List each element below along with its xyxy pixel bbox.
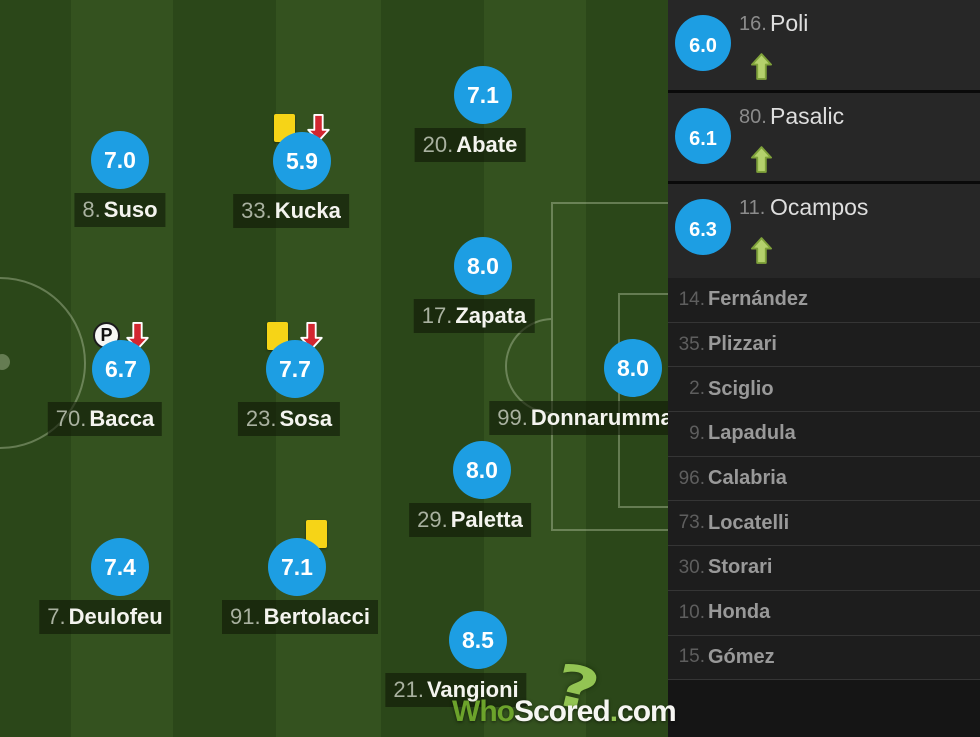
player-shirt-number: 17. xyxy=(421,303,453,328)
football-pitch: 7.0 8. Suso 5.9 33. Kucka 7.1 20. Abate P 6.7 70. Ba… xyxy=(0,0,668,737)
player-name-label[interactable]: 33. Kucka xyxy=(233,194,349,228)
bench-player-name: Plizzari xyxy=(708,333,777,356)
player-rating-circle[interactable]: 6.7 xyxy=(92,340,150,398)
bench-shirt-number: 14. xyxy=(678,288,705,310)
player-shirt-number: 20. xyxy=(422,132,454,157)
player-name-label[interactable]: 99. Donnarumma xyxy=(489,401,668,435)
bench-row-storari[interactable]: 30. Storari xyxy=(668,546,980,591)
centre-spot xyxy=(0,354,10,370)
sub-player-name: Pasalic xyxy=(770,103,845,129)
player-name-label[interactable]: 7. Deulofeu xyxy=(39,600,171,634)
sub-card-poli[interactable]: 6.0 16. Poli xyxy=(668,0,980,90)
bench-player-name: Honda xyxy=(708,601,771,624)
player-name: Abate xyxy=(456,132,518,157)
player-name: Deulofeu xyxy=(68,604,163,629)
player-name-label[interactable]: 29. Paletta xyxy=(409,503,531,537)
player-rating-circle[interactable]: 5.9 xyxy=(273,132,331,190)
player-name-label[interactable]: 70. Bacca xyxy=(47,402,163,436)
bench-row-locatelli[interactable]: 73. Locatelli xyxy=(668,501,980,547)
bench-player-name: Sciglio xyxy=(708,377,774,400)
player-shirt-number: 91. xyxy=(230,604,261,629)
bench-row-lapadula[interactable]: 9. Lapadula xyxy=(668,412,980,457)
bench-shirt-number: 15. xyxy=(678,646,705,668)
bench-row-honda[interactable]: 10. Honda xyxy=(668,591,980,636)
player-name: Suso xyxy=(103,197,158,222)
sub-rating-circle: 6.0 xyxy=(675,15,731,71)
player-rating-circle[interactable]: 8.0 xyxy=(454,237,512,295)
bench-row-gómez[interactable]: 15. Gómez xyxy=(668,636,980,681)
subbed-in-list: 6.0 16. Poli 6.1 80. Pasalic 6.3 11. Ocampos xyxy=(668,0,980,278)
bench-shirt-number: 96. xyxy=(678,467,705,489)
player-name: Bacca xyxy=(89,406,155,431)
player-rating-circle[interactable]: 8.5 xyxy=(449,611,507,669)
player-shirt-number: 70. xyxy=(55,406,87,431)
player-name-label[interactable]: 91. Bertolacci xyxy=(222,600,378,634)
player-rating-circle[interactable]: 7.7 xyxy=(266,340,324,398)
player-shirt-number: 33. xyxy=(241,198,272,223)
six-yard-box-line xyxy=(618,293,668,508)
player-name: Bertolacci xyxy=(263,604,370,629)
sub-card-pasalic[interactable]: 6.1 80. Pasalic xyxy=(668,93,980,181)
sub-card-ocampos[interactable]: 6.3 11. Ocampos xyxy=(668,184,980,278)
bench-player-name: Storari xyxy=(708,556,773,579)
unused-subs-list: 14. Fernández 35. Plizzari 2. Sciglio 9. Lapadu… xyxy=(668,278,980,681)
player-name: Paletta xyxy=(450,507,523,532)
bench-shirt-number: 73. xyxy=(678,512,705,534)
bench-shirt-number: 35. xyxy=(678,333,705,355)
sub-rating-circle: 6.3 xyxy=(675,199,731,255)
player-rating-circle[interactable]: 7.1 xyxy=(454,66,512,124)
bench-row-fernández[interactable]: 14. Fernández xyxy=(668,278,980,323)
bench-player-name: Gómez xyxy=(708,645,775,668)
player-name-label[interactable]: 20. Abate xyxy=(414,128,526,162)
bench-shirt-number: 10. xyxy=(678,601,705,623)
substitutes-sidebar: 6.0 16. Poli 6.1 80. Pasalic 6.3 11. Ocampos 14.… xyxy=(668,0,980,737)
sub-player-name: Ocampos xyxy=(770,194,869,220)
player-rating-circle[interactable]: 8.0 xyxy=(453,441,511,499)
player-rating-circle[interactable]: 8.0 xyxy=(604,339,662,397)
sub-player-name: Poli xyxy=(770,10,809,36)
bench-row-sciglio[interactable]: 2. Sciglio xyxy=(668,367,980,413)
player-shirt-number: 7. xyxy=(47,604,66,629)
player-rating-circle[interactable]: 7.4 xyxy=(91,538,149,596)
bench-player-name: Locatelli xyxy=(708,511,790,534)
player-name: Zapata xyxy=(455,303,527,328)
player-name-label[interactable]: 23. Sosa xyxy=(237,402,341,436)
player-rating-circle[interactable]: 7.0 xyxy=(91,131,149,189)
sub-rating-circle: 6.1 xyxy=(675,108,731,164)
player-name-label[interactable]: 21. Vangioni xyxy=(385,673,527,707)
bench-player-name: Calabria xyxy=(708,467,787,490)
player-rating-circle[interactable]: 7.1 xyxy=(268,538,326,596)
sub-shirt-number: 11. xyxy=(739,197,766,219)
player-shirt-number: 29. xyxy=(417,507,448,532)
rating-up-icon xyxy=(751,146,772,178)
bench-row-plizzari[interactable]: 35. Plizzari xyxy=(668,323,980,368)
rating-up-icon xyxy=(751,53,772,85)
rating-up-icon xyxy=(751,237,772,269)
bench-shirt-number: 30. xyxy=(678,556,705,578)
sub-shirt-number: 80. xyxy=(739,106,767,128)
bench-shirt-number: 9. xyxy=(689,422,705,444)
penalty-box-line xyxy=(551,202,668,531)
sub-shirt-number: 16. xyxy=(739,13,767,35)
bench-player-name: Fernández xyxy=(708,288,809,311)
player-shirt-number: 21. xyxy=(393,677,424,702)
player-name: Kucka xyxy=(274,198,341,223)
player-shirt-number: 23. xyxy=(245,406,277,431)
player-name: Sosa xyxy=(279,406,333,431)
bench-shirt-number: 2. xyxy=(689,378,705,400)
bench-player-name: Lapadula xyxy=(708,422,796,445)
bench-row-calabria[interactable]: 96. Calabria xyxy=(668,457,980,502)
player-name-label[interactable]: 8. Suso xyxy=(74,193,166,227)
player-name: Vangioni xyxy=(426,677,519,702)
player-shirt-number: 8. xyxy=(82,197,101,222)
player-shirt-number: 99. xyxy=(497,405,528,430)
player-name: Donnarumma xyxy=(530,405,668,430)
player-name-label[interactable]: 17. Zapata xyxy=(413,299,535,333)
